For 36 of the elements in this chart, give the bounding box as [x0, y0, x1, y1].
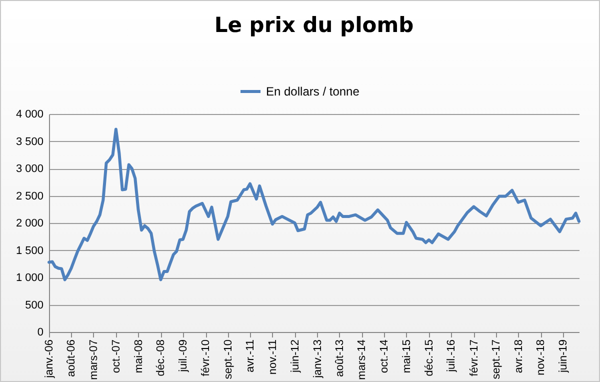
x-tick-label: déc.-08	[155, 340, 168, 376]
x-tick-label: avr.-18	[512, 340, 525, 374]
y-tick-label: 2 500	[16, 190, 44, 202]
x-tick-label: juil.-09	[177, 340, 190, 373]
legend-label: En dollars / tonne	[266, 84, 360, 98]
x-tick-label: févr.-17	[468, 340, 480, 376]
y-tick-label: 500	[25, 299, 44, 312]
x-tick-label: sept.-10	[222, 340, 234, 380]
x-tick-label: juin-12	[289, 340, 302, 374]
x-tick-label: juin-19	[557, 340, 570, 374]
x-tick-label: oct.-14	[378, 340, 391, 374]
x-tick-label: mars-07	[88, 340, 100, 380]
x-tick-label: juil.-16	[446, 340, 458, 373]
y-tick-label: 3 500	[16, 136, 44, 148]
x-tick-label: août-13	[334, 340, 346, 377]
x-tick-label: janv.-06	[44, 340, 56, 379]
x-tick-label: mai-15	[400, 340, 413, 374]
x-tick-label: févr.-10	[200, 340, 212, 376]
x-tick-label: oct.-07	[110, 340, 122, 374]
line-series	[48, 128, 580, 282]
y-tick-label: 3 000	[16, 163, 44, 175]
x-tick-label: nov.-11	[266, 340, 279, 375]
y-tick-label: 4 000	[16, 108, 44, 120]
x-tick-label: déc.-15	[423, 340, 436, 376]
x-tick-label: mars-14	[356, 340, 368, 380]
y-tick-label: 1 500	[16, 244, 44, 257]
y-tick-label: 2 000	[16, 218, 44, 230]
y-tick-label: 1 000	[16, 272, 44, 284]
y-tick-label: 0	[37, 326, 44, 338]
x-tick-label: mai-08	[132, 340, 145, 374]
x-tick-label: janv.-13	[312, 340, 324, 379]
x-tick-label: sept.-17	[490, 340, 503, 380]
chart-title: Le prix du plomb	[214, 13, 414, 37]
x-tick-label: avr.-11	[244, 340, 257, 372]
x-tick-label: nov.-18	[535, 340, 548, 376]
x-tick-label: août-06	[66, 340, 78, 377]
